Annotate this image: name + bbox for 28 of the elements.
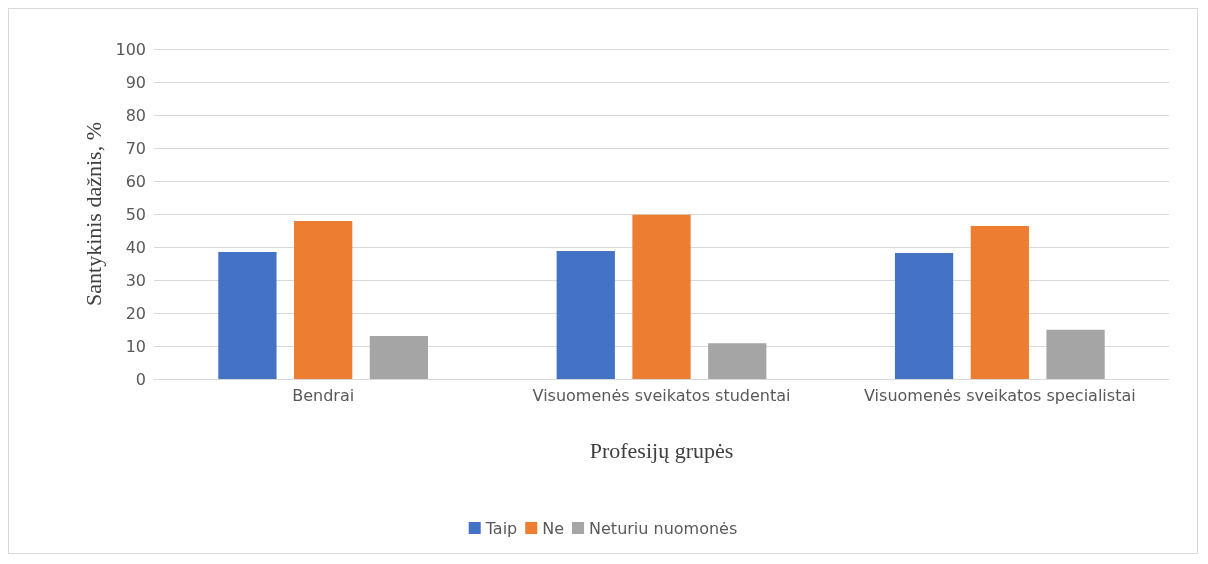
bar [1046,329,1105,379]
y-tick-label: 80 [125,105,146,125]
legend-label: Ne [542,518,565,538]
y-tick-label: 20 [125,303,146,323]
bar [708,343,767,379]
y-tick-label: 60 [125,171,146,191]
y-tick-label: 90 [125,72,146,92]
bar [894,252,954,379]
x-tick-label: Visuomenės sveikatos specialistai [864,385,1136,405]
y-tick-label: 70 [125,138,146,158]
y-axis-title: Santykinis dažnis, % [80,122,106,306]
y-tick-label: 0 [135,369,146,389]
y-tick-label: 30 [125,270,146,290]
legend-label: Taip [484,518,518,538]
bar [218,251,277,379]
x-tick-label: Visuomenės sveikatos studentai [532,385,791,405]
legend-label: Neturiu nuomonės [589,518,738,538]
bar [369,336,429,379]
bar [632,214,691,379]
y-tick-label: 10 [125,336,146,356]
x-axis-title: Profesijų grupės [589,437,734,463]
bar [970,225,1029,379]
y-tick-label: 100 [115,39,146,59]
x-tick-label: Bendrai [292,385,355,405]
y-tick-label: 50 [125,204,146,224]
y-tick-label: 40 [125,237,146,257]
bar [294,220,353,379]
bar [556,250,615,379]
